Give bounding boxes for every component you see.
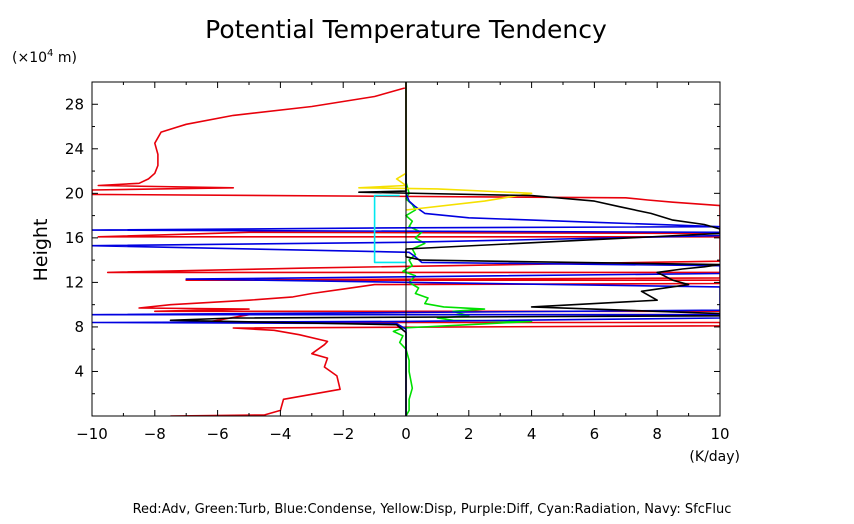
series-line-yellow <box>358 82 533 211</box>
y-axis-unit: (×104 m) <box>12 48 77 66</box>
x-tick-label: 8 <box>652 425 662 443</box>
x-tick-label: 4 <box>527 425 537 443</box>
y-axis-unit-exponent: 4 <box>47 48 53 59</box>
y-tick-label: 12 <box>65 273 84 291</box>
x-axis-unit: (K/day) <box>689 449 740 465</box>
x-tick-label: 2 <box>464 425 474 443</box>
y-tick-label: 8 <box>74 318 84 336</box>
x-tick-label: 0 <box>401 425 411 443</box>
y-axis-unit-suffix: m) <box>53 50 77 66</box>
y-tick-label: 16 <box>65 229 84 247</box>
legend-text: Red:Adv, Green:Turb, Blue:Condense, Yell… <box>133 502 732 517</box>
series-line-green <box>392 82 533 416</box>
y-axis-label: Height <box>30 219 52 282</box>
y-axis-unit-prefix: (×10 <box>12 50 47 66</box>
y-tick-label: 28 <box>65 95 84 113</box>
x-tick-label: −2 <box>332 425 354 443</box>
x-tick-label: −6 <box>207 425 229 443</box>
x-tick-label: −4 <box>269 425 291 443</box>
series-line-red <box>92 82 720 416</box>
y-tick-label: 4 <box>74 362 84 380</box>
series-layer <box>92 82 720 416</box>
y-tick-label: 24 <box>65 140 84 158</box>
y-tick-label: 20 <box>65 184 84 202</box>
x-tick-label: 10 <box>710 425 729 443</box>
x-tick-label: 6 <box>590 425 600 443</box>
chart-title: Potential Temperature Tendency <box>205 15 607 44</box>
series-line-cyan <box>373 194 406 264</box>
x-tick-label: −8 <box>144 425 166 443</box>
x-tick-label: −10 <box>76 425 108 443</box>
series-line-black <box>169 82 720 416</box>
